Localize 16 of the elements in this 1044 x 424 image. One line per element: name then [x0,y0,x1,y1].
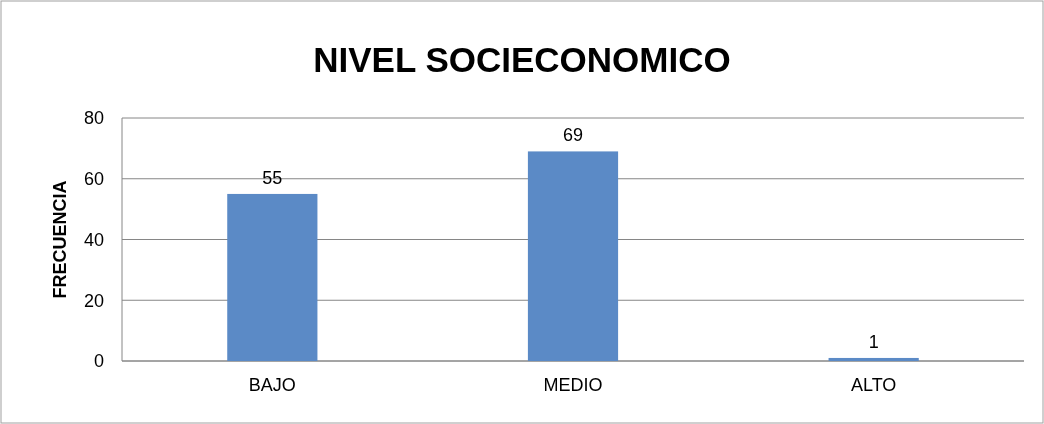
y-tick-label: 40 [83,229,104,250]
y-tick-label: 20 [83,290,104,311]
bar [527,151,619,361]
data-label: 55 [262,167,283,188]
y-tick-label: 80 [83,108,104,129]
bar [828,357,919,361]
y-axis-title: FRECUENCIA [50,180,70,299]
y-tick-label: 0 [93,351,104,372]
y-tick-label: 60 [83,169,104,190]
x-tick-label: ALTO [850,375,897,395]
bar [227,193,318,361]
x-tick-label: MEDIO [543,375,603,395]
data-label: 1 [868,331,879,352]
x-tick-label: BAJO [248,375,296,395]
chart-title: NIVEL SOCIECONOMICO [313,40,731,79]
data-label: 69 [562,125,584,146]
